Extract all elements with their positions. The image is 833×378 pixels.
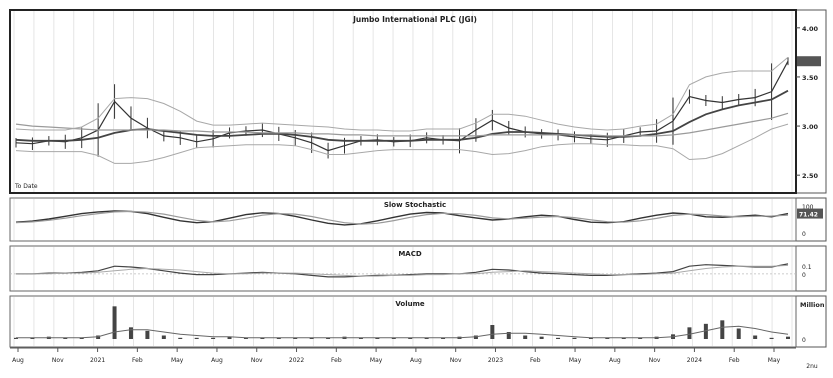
volume-bar (227, 336, 232, 339)
volume-bar (588, 337, 593, 339)
x-axis-tick-label: Nov (450, 357, 462, 364)
volume-bar (145, 330, 150, 339)
volume-bar (605, 337, 610, 339)
volume-bar (424, 337, 429, 339)
volume-bar (276, 337, 281, 339)
x-axis-tick-label: May (370, 357, 383, 364)
volume-bar (473, 335, 478, 339)
volume-bar (96, 335, 101, 339)
panel-1-plot-border (9, 197, 797, 242)
volume-bar (736, 328, 741, 339)
volume-bar (260, 337, 265, 339)
x-axis-tick-label: Aug (609, 357, 621, 364)
volume-bar (441, 337, 446, 339)
panel-0-series-upper-band (15, 56, 789, 132)
volume-bar (786, 336, 790, 339)
x-axis-tick-label: Nov (52, 357, 64, 364)
x-axis-tick-label: Feb (530, 357, 541, 364)
x-axis-tick-label: 2022 (289, 357, 304, 364)
price-chart-title: Jumbo International PLC (JGI) (352, 15, 477, 24)
volume-bar (753, 335, 758, 339)
price-axis-tick-label: 2.50 (802, 172, 819, 180)
price-axis-tick-label: 3.50 (802, 74, 819, 82)
panel-0-plot-border (9, 9, 797, 194)
volume-bar (523, 335, 528, 339)
price-axis-tick-label: 4.00 (802, 25, 819, 33)
x-axis-tick-label: 2023 (488, 357, 503, 364)
x-axis-tick-label: 2024 (687, 357, 702, 364)
stochastic-axis-tick-label: 100 (802, 204, 814, 211)
panel-3-plot-border (9, 295, 797, 348)
volume-bar (243, 337, 248, 339)
volume-bar (506, 332, 511, 339)
stochastic-value-marker (797, 208, 823, 219)
x-axis-tick-label: May (768, 357, 781, 364)
x-axis-tick-label: Aug (12, 357, 24, 364)
volume-bar (293, 337, 298, 339)
volume-bar (161, 335, 166, 339)
x-axis-tick-label: Nov (251, 357, 263, 364)
macd-title: MACD (398, 250, 422, 258)
x-axis-tick-label: May (569, 357, 582, 364)
price-axis-tick-label: 3.00 (802, 123, 819, 131)
volume-bar (309, 337, 314, 339)
volume-bar (358, 337, 363, 339)
volume-bar (194, 337, 199, 339)
x-axis-tick-label: Feb (729, 357, 740, 364)
macd-axis-tick-label: 0 (802, 272, 806, 279)
x-axis-tick-label: 2021 (90, 357, 105, 364)
stochastic-value-label: 71.42 (799, 212, 818, 219)
volume-bar (572, 337, 577, 339)
macd-axis-tick-label: 0.1 (802, 264, 812, 271)
panel-0-series-moving-average-long (15, 112, 789, 137)
x-axis-tick-label: Aug (410, 357, 422, 364)
volume-bar (326, 337, 331, 339)
panel-3-series-volume-average (16, 325, 789, 339)
volume-bar (112, 306, 117, 339)
stochastic-title: Slow Stochastic (384, 201, 446, 209)
volume-bar (79, 337, 84, 339)
volume-bar (720, 320, 725, 339)
x-axis-tick-label: May (171, 357, 184, 364)
panel-1-series-d (15, 210, 789, 225)
volume-bar (703, 323, 708, 339)
volume-bar (63, 337, 68, 339)
volume-title: Volume (395, 300, 425, 308)
volume-bar (178, 337, 183, 339)
panel-1-series-k (15, 210, 789, 226)
volume-bar (638, 337, 643, 339)
panel-0-frame (9, 9, 827, 194)
price-current-marker (797, 56, 821, 67)
volume-bar (769, 337, 774, 339)
volume-bar (687, 327, 692, 339)
volume-bar (391, 337, 396, 339)
volume-axis-unit-label: Million (800, 301, 825, 309)
volume-bar (408, 337, 413, 339)
volume-bar (30, 337, 35, 339)
x-axis-tick-label: Feb (331, 357, 342, 364)
volume-bar (375, 337, 380, 339)
x-axis-tick-label: Feb (132, 357, 143, 364)
volume-bar (490, 325, 495, 339)
volume-bar (556, 337, 561, 339)
panel-0-series-lower-band (15, 123, 789, 164)
x-axis-corner-label: 2nu (806, 363, 818, 370)
panel-2-plot-border (9, 245, 797, 292)
x-axis-tick-label: Aug (211, 357, 223, 364)
panel-0-series-moving-average-short (15, 89, 789, 142)
volume-bar (211, 337, 216, 339)
volume-bar (621, 337, 626, 339)
x-axis-tick-label: Nov (649, 357, 661, 364)
stochastic-axis-tick-label: 0 (802, 231, 806, 238)
volume-bar (14, 337, 18, 339)
volume-axis-tick-label: 0 (802, 337, 806, 344)
panel-2-series-signal (16, 264, 789, 277)
volume-bar (539, 336, 544, 339)
volume-bar (128, 327, 133, 339)
price-corner-label: To Date (14, 183, 38, 190)
